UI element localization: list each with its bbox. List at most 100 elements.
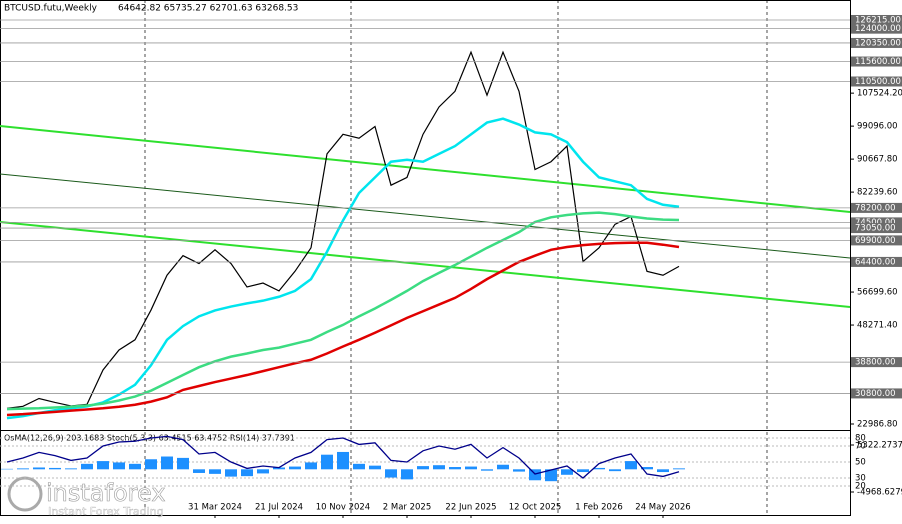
level-label: 110500.00 xyxy=(855,77,901,87)
osma-bar xyxy=(337,451,349,470)
level-label: 74500.00 xyxy=(855,218,896,228)
logo-brand: instaforex xyxy=(46,479,166,507)
level-label-box xyxy=(851,202,902,213)
osma-bar xyxy=(49,467,61,470)
osma-bar xyxy=(433,465,445,470)
y-tick-label: 90667.80 xyxy=(857,155,898,165)
osma-bar xyxy=(65,468,77,470)
y-tick-label: 48271.40 xyxy=(857,321,898,331)
y-tick-label: -4968.6279 xyxy=(857,488,902,498)
x-tick-label: 12 Oct 2025 xyxy=(509,503,562,513)
level-label: 38800.00 xyxy=(855,358,896,368)
level-label-box xyxy=(851,235,902,246)
osma-bar xyxy=(641,467,653,470)
frame xyxy=(0,0,851,516)
y-tick-label: 99096.00 xyxy=(857,122,898,132)
logo-slogan: Instant Forex Trading xyxy=(48,505,164,518)
osma-bar xyxy=(673,468,685,470)
osma-bar xyxy=(465,466,477,470)
osma-bar xyxy=(257,469,269,474)
osma-bar xyxy=(481,469,493,471)
y2-tick-label: 30 xyxy=(855,474,866,484)
osma-bar xyxy=(209,469,221,474)
osma-bar xyxy=(561,469,573,475)
level-label-box xyxy=(851,56,902,67)
period-separators xyxy=(144,0,768,515)
y-tick-label: 22986.80 xyxy=(857,420,898,430)
osma-bar xyxy=(497,464,509,470)
osma-bar xyxy=(577,469,589,473)
x-tick-label: 31 Mar 2024 xyxy=(188,503,242,513)
x-tick-label: 24 May 2026 xyxy=(635,503,690,513)
y2-tick-label: 50 xyxy=(855,458,866,468)
osma-bar xyxy=(17,468,29,470)
osma-bar xyxy=(401,469,413,480)
y-tick-label: 56699.60 xyxy=(857,288,898,298)
osma-bar xyxy=(33,467,45,470)
osma-bar xyxy=(353,463,365,470)
osma-bar xyxy=(273,467,285,470)
level-label: 69900.00 xyxy=(855,236,896,246)
osma-bar xyxy=(657,469,669,473)
osma-bar xyxy=(289,466,301,470)
level-label: 78200.00 xyxy=(855,203,896,213)
y2-tick-label: 80 xyxy=(855,434,866,444)
osma-bar xyxy=(241,469,253,477)
y-tick-label: 107524.20 xyxy=(857,89,902,99)
level-label: 115600.00 xyxy=(855,57,901,67)
level-label: 73050.00 xyxy=(855,224,896,234)
chart-title: BTCUSD.futu,Weekly xyxy=(4,4,98,14)
osma-bar xyxy=(529,469,541,481)
osma-bar xyxy=(225,469,237,477)
osma-bar xyxy=(321,454,333,470)
osma-bar xyxy=(145,459,157,470)
level-label-box xyxy=(851,256,902,267)
level-label-box xyxy=(851,217,902,228)
osma-bar xyxy=(545,469,557,482)
x-tick-label: 10 Nov 2024 xyxy=(316,503,370,513)
level-label: 64400.00 xyxy=(855,257,896,267)
osma-bar xyxy=(593,467,605,470)
osma-bar xyxy=(113,462,125,470)
osma-bar xyxy=(625,461,637,470)
level-label-box xyxy=(851,223,902,234)
level-label-box xyxy=(851,23,902,34)
series-line xyxy=(6,241,680,417)
osma-bar xyxy=(369,465,381,470)
osma-bar xyxy=(609,469,621,472)
osma-bar xyxy=(129,463,141,470)
plot xyxy=(6,50,680,420)
osma-bar xyxy=(449,467,461,470)
series-line xyxy=(6,435,680,479)
y2-tick-label: 70 xyxy=(855,442,866,452)
trend-line xyxy=(0,173,851,259)
level-label: 120350.00 xyxy=(855,38,901,48)
level-label-box xyxy=(851,388,902,399)
level-label: 124000.00 xyxy=(855,24,901,34)
level-label-box xyxy=(851,357,902,368)
level-label-box xyxy=(851,76,902,87)
osma-bar xyxy=(161,456,173,470)
y-tick-label: 5322.2737 xyxy=(857,441,902,451)
level-label-box xyxy=(851,14,902,25)
osma-bar xyxy=(1,468,13,470)
logo: instaforex Instant Forex Trading xyxy=(7,476,166,518)
level-label-box xyxy=(851,37,902,48)
level-label: 126215.00 xyxy=(855,15,901,25)
osma-bar xyxy=(177,457,189,470)
trend-channel xyxy=(0,125,851,308)
chart-subtitle: 64642.82 65735.27 62701.63 63268.53 xyxy=(118,4,298,14)
x-tick-label: 22 Jun 2025 xyxy=(445,503,496,513)
osma-bar xyxy=(513,469,525,472)
series-line xyxy=(6,50,680,409)
x-tick-label: 2 Mar 2025 xyxy=(383,503,431,513)
series-line xyxy=(6,211,680,411)
osma-bar xyxy=(81,463,93,470)
level-label: 30800.00 xyxy=(855,389,896,399)
osma-bar xyxy=(385,469,397,478)
osma-bar xyxy=(305,462,317,470)
y-tick-label: 82239.60 xyxy=(857,188,898,198)
osma-bar xyxy=(417,466,429,470)
x-tick-label: 21 Jul 2024 xyxy=(255,503,303,513)
